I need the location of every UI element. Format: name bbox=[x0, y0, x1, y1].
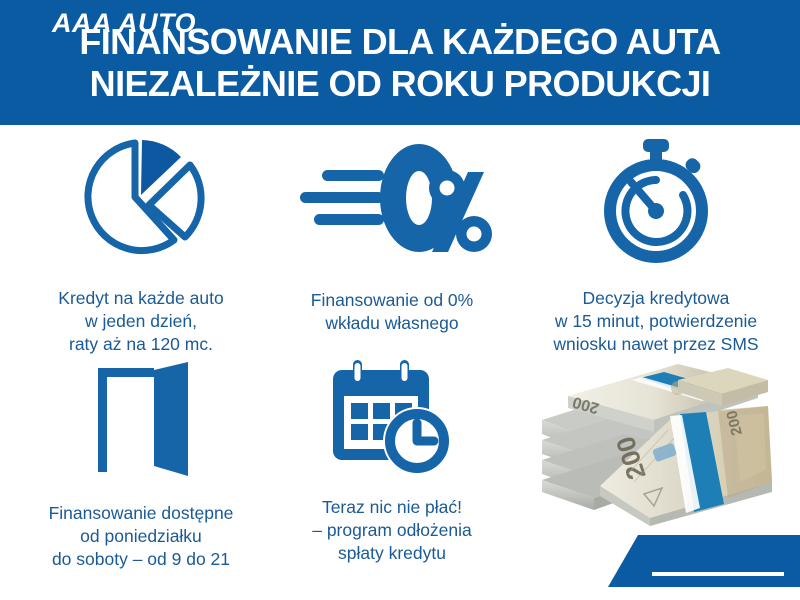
svg-text:200: 200 bbox=[723, 409, 746, 437]
open-door-icon bbox=[98, 362, 188, 476]
feature-credit-caption: Kredyt na każde auto w jeden dzień, raty… bbox=[58, 287, 223, 356]
zero-percent-icon bbox=[300, 144, 492, 252]
feature-hours-caption: Finansowanie dostępne od poniedziałku do… bbox=[49, 502, 234, 571]
money-stacks-image: 200 200 200 bbox=[542, 364, 772, 526]
feature-zero-percent: Finansowanie od 0% wkładu własnego bbox=[272, 135, 512, 335]
zero-percent-icon-wrap bbox=[292, 135, 492, 265]
feature-decision: Decyzja kredytowa w 15 minut, potwierdze… bbox=[512, 135, 800, 356]
stopwatch-icon bbox=[604, 139, 708, 263]
banner-header: FINANSOWANIE DLA KAŻDEGO AUTA NIEZALEŻNI… bbox=[0, 0, 800, 125]
pie-chart-icon bbox=[84, 139, 205, 255]
stopwatch-icon-wrap bbox=[591, 135, 721, 265]
feature-defer: Teraz nic nie płać! – program odłożenia … bbox=[272, 353, 512, 565]
caption-line: Finansowanie od 0% bbox=[310, 290, 474, 310]
headline-line-2: NIEZALEŻNIE OD ROKU PRODUKCJI bbox=[89, 62, 711, 104]
feature-grid: Kredyt na każde auto w jeden dzień, raty… bbox=[0, 125, 800, 600]
logo-text: AAA AUTO bbox=[52, 8, 196, 38]
open-door-icon-wrap bbox=[82, 353, 200, 478]
caption-line: od poniedziałku bbox=[80, 526, 202, 546]
caption-line: Kredyt na każde auto bbox=[58, 288, 224, 308]
headline-line-1: FINANSOWANIE DLA KAŻDEGO AUTA bbox=[79, 20, 721, 62]
logo-background bbox=[608, 535, 800, 587]
feature-hours: Finansowanie dostępne od poniedziałku do… bbox=[8, 353, 274, 571]
pie-chart-icon-wrap bbox=[73, 135, 209, 265]
caption-line: wniosku nawet przez SMS bbox=[553, 334, 759, 354]
feature-decision-caption: Decyzja kredytowa w 15 minut, potwierdze… bbox=[553, 287, 758, 356]
logo-underline bbox=[652, 572, 784, 576]
calendar-clock-icon bbox=[333, 360, 451, 475]
caption-line: Finansowanie dostępne bbox=[48, 503, 234, 523]
caption-line: spłaty kredytu bbox=[338, 543, 446, 563]
aaa-auto-logo[interactable] bbox=[600, 535, 800, 587]
caption-line: wkładu własnego bbox=[325, 313, 459, 333]
feature-credit: Kredyt na każde auto w jeden dzień, raty… bbox=[8, 135, 274, 356]
caption-line: Teraz nic nie płać! bbox=[321, 497, 463, 517]
money-stack-right-back bbox=[678, 368, 768, 406]
caption-line: Decyzja kredytowa bbox=[582, 288, 730, 308]
feature-zero-percent-caption: Finansowanie od 0% wkładu własnego bbox=[311, 289, 473, 335]
caption-line: – program odłożenia bbox=[312, 520, 472, 540]
caption-line: w jeden dzień, bbox=[85, 311, 197, 331]
caption-line: raty aż na 120 mc. bbox=[69, 334, 213, 354]
calendar-clock-icon-wrap bbox=[327, 353, 457, 478]
svg-text:200: 200 bbox=[571, 393, 601, 417]
caption-line: w 15 minut, potwierdzenie bbox=[554, 311, 758, 331]
feature-defer-caption: Teraz nic nie płać! – program odłożenia … bbox=[312, 496, 472, 565]
caption-line: do soboty – od 9 do 21 bbox=[51, 549, 231, 569]
